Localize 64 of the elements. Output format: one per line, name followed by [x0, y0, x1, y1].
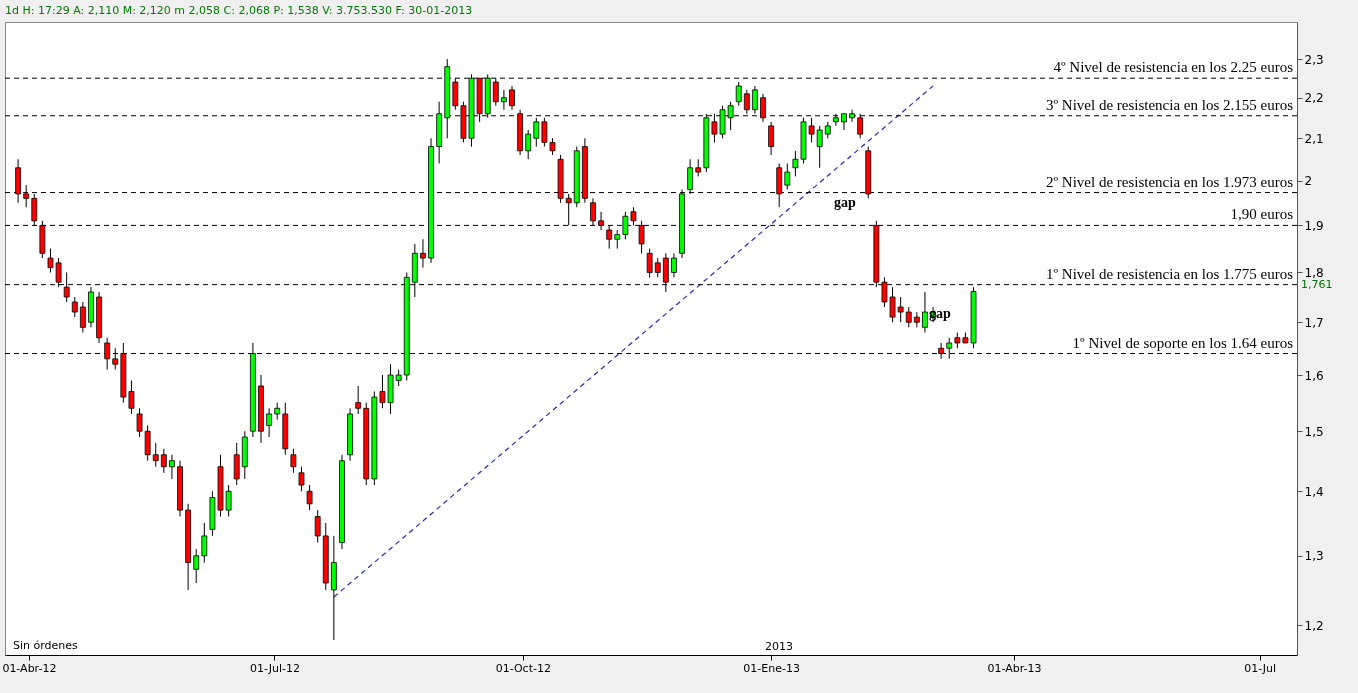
text: 1,761: [1301, 278, 1333, 291]
y-tick-label: 1,5: [1304, 424, 1324, 439]
candlestick: [71, 296, 78, 318]
x-tick-label: 01-Abr-12: [2, 661, 57, 675]
x-tick-label: 01-Ene-13: [743, 661, 800, 675]
candlestick: [193, 548, 200, 584]
candlestick: [533, 117, 540, 148]
y-tick-label: 2: [1304, 174, 1313, 189]
y-tick-label: 1,3: [1304, 549, 1324, 564]
ref-line-label: 3º Nivel de resistencia en los 2.155 euros: [1045, 96, 1294, 113]
candlestick: [760, 93, 766, 123]
annotation: gap: [834, 195, 857, 210]
candlestick: [501, 89, 507, 111]
y-tick-label: 1,2: [1304, 618, 1324, 633]
candlestick: [509, 85, 515, 111]
candlestick: [905, 306, 912, 328]
x-tick-label: 01-Oct-12: [495, 661, 551, 675]
annotation: gap: [929, 306, 952, 321]
candlestick: [735, 81, 742, 107]
y-tick-label: 2,2: [1304, 91, 1324, 106]
y-tick-label: 1,7: [1304, 315, 1324, 330]
x-tick-label: 01-Jul-12: [250, 661, 300, 675]
candlestick: [420, 238, 426, 269]
ref-line-label: 1,90 euros: [1230, 206, 1294, 223]
candlestick: [152, 442, 159, 468]
candlestick: [841, 113, 847, 131]
candlestick: [298, 466, 305, 492]
candlestick: [816, 125, 823, 169]
candlestick: [784, 163, 791, 190]
x-tick-label: 01-Abr-13: [987, 661, 1042, 675]
y-tick-label: 1,6: [1304, 368, 1324, 383]
candlestick: [201, 522, 208, 564]
candlestick: [169, 454, 175, 480]
candlestick: [565, 193, 572, 226]
y-tick-label: 1,9: [1304, 218, 1324, 233]
candlestick: [768, 121, 774, 156]
x-tick-label: 01-Jul: [1244, 661, 1277, 675]
candlestick: [306, 484, 313, 511]
ref-line-label: 4º Nivel de resistencia en los 2.25 euros: [1053, 59, 1294, 76]
chart-title: 1d H: 17:29 A: 2,110 M: 2,120 m 2,058 C: 2,068 P: 1,538 V: 3.753.530 F: 30-01-2013: [5, 4, 473, 17]
ref-line-label: 2º Nivel de resistencia en los 1.973 euros: [1045, 173, 1294, 190]
candlestick: [79, 301, 86, 334]
candlestick: [290, 448, 297, 474]
candlestick: [671, 252, 677, 278]
candlestick: [266, 407, 272, 438]
candlestick: [355, 385, 362, 415]
ref-line-label: 1º Nivel de soporte en los 1.64 euros: [1072, 334, 1294, 351]
y-tick-label: 1,8: [1304, 265, 1324, 280]
candlestick: [598, 211, 604, 231]
annotation: Sin órdenes: [13, 639, 79, 652]
candlestick: [922, 291, 928, 334]
candlestick: [104, 337, 111, 371]
candlestick: [614, 229, 621, 250]
y-tick-label: 2,1: [1304, 131, 1324, 146]
candlestick: [897, 296, 904, 323]
candlestick: [646, 248, 653, 278]
candlestick: [160, 448, 167, 474]
y-tick-label: 1,4: [1304, 484, 1324, 499]
candlestick: [654, 257, 661, 278]
candlestick: [314, 509, 321, 543]
candlestick: [525, 129, 532, 160]
annotation: 2013: [765, 640, 793, 653]
y-tick-label: 2,3: [1304, 52, 1324, 67]
ref-line-label: 1º Nivel de resistencia en los 1.775 euros: [1045, 265, 1294, 282]
